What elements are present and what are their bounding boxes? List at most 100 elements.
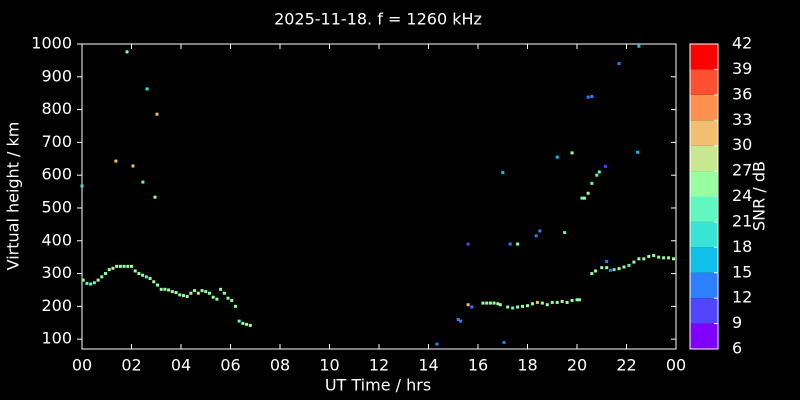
x-tick-label: 00 [666, 356, 686, 375]
data-point [535, 300, 539, 304]
data-point [118, 264, 122, 268]
data-point [481, 301, 485, 305]
data-point [617, 267, 621, 271]
colorbar-tick-label: 15 [732, 262, 752, 281]
data-point [126, 264, 130, 268]
x-tick-label: 04 [171, 356, 191, 375]
y-tick-label: 700 [41, 132, 72, 151]
y-tick-label: 300 [41, 263, 72, 282]
data-point [133, 269, 137, 273]
data-point [530, 302, 534, 306]
data-point [594, 269, 598, 273]
data-point [233, 304, 237, 308]
data-point [100, 275, 104, 279]
colorbar-tick-label: 42 [732, 34, 752, 53]
data-point [125, 50, 129, 54]
colorbar-tick-label: 39 [732, 59, 752, 78]
x-axis-label: UT Time / hrs [325, 376, 431, 395]
x-tick-label: 10 [319, 356, 339, 375]
data-point [580, 196, 584, 200]
data-point [636, 150, 640, 154]
data-point [222, 291, 226, 295]
y-tick-label: 600 [41, 165, 72, 184]
data-point [667, 256, 671, 260]
data-point [637, 44, 641, 48]
data-point [92, 281, 96, 285]
data-point [163, 287, 167, 291]
data-point [145, 87, 149, 91]
data-point [570, 151, 574, 155]
y-axis-label: Virtual height / km [4, 122, 23, 271]
data-point [511, 306, 515, 310]
data-point [501, 171, 505, 175]
y-tick-label: 500 [41, 197, 72, 216]
data-point [582, 196, 586, 200]
data-point [485, 301, 489, 305]
data-point [642, 257, 646, 261]
data-point [219, 287, 223, 291]
data-point [563, 231, 567, 235]
x-tick-label: 12 [369, 356, 389, 375]
data-point [115, 264, 119, 268]
data-point [565, 300, 569, 304]
data-point [144, 275, 148, 279]
data-point [114, 159, 118, 163]
data-point [456, 317, 460, 321]
data-point [570, 298, 574, 302]
data-point [555, 300, 559, 304]
data-point [211, 295, 215, 299]
data-point [516, 242, 520, 246]
data-point [226, 296, 230, 300]
data-point [590, 272, 594, 276]
y-tick-label: 1000 [31, 34, 72, 53]
y-tick-label: 800 [41, 99, 72, 118]
data-point [516, 305, 520, 309]
data-point [230, 298, 234, 302]
data-point [672, 257, 676, 261]
data-point [141, 273, 145, 277]
data-point [89, 282, 93, 286]
data-point [577, 298, 581, 302]
data-point [152, 280, 156, 284]
data-point [470, 305, 474, 309]
x-tick-label: 20 [567, 356, 587, 375]
plot-frame [81, 43, 677, 350]
data-point [111, 266, 115, 270]
data-point [81, 278, 85, 282]
x-tick-label: 14 [418, 356, 438, 375]
data-point [130, 264, 133, 268]
data-point [492, 301, 496, 305]
data-point [207, 291, 211, 295]
data-point [237, 319, 241, 323]
y-tick-label: 200 [41, 296, 72, 315]
data-point [502, 340, 506, 344]
colorbar-segment [690, 221, 718, 248]
colorbar-tick-label: 6 [732, 339, 742, 358]
colorbar-segment [690, 145, 718, 172]
data-point [131, 164, 135, 168]
data-point [178, 293, 182, 297]
colorbar-tick-label: 30 [732, 135, 752, 154]
data-point [605, 259, 609, 263]
chart-title: 2025-11-18. f = 1260 kHz [274, 10, 482, 29]
data-point [193, 289, 197, 293]
data-point [248, 323, 252, 327]
data-point [590, 181, 594, 185]
data-point [612, 268, 616, 272]
data-point [538, 229, 542, 233]
data-point [586, 191, 590, 195]
data-point [498, 303, 502, 307]
colorbar-segment [690, 247, 718, 273]
data-point [595, 173, 599, 177]
data-point [80, 184, 84, 188]
colorbar-tick-label: 21 [732, 211, 752, 230]
data-point [122, 264, 126, 268]
colorbar-segment [690, 69, 718, 95]
data-point [85, 281, 89, 285]
data-point [555, 155, 559, 159]
data-point [107, 268, 111, 272]
data-point [540, 301, 544, 305]
data-point [586, 95, 590, 99]
data-point [241, 321, 245, 325]
